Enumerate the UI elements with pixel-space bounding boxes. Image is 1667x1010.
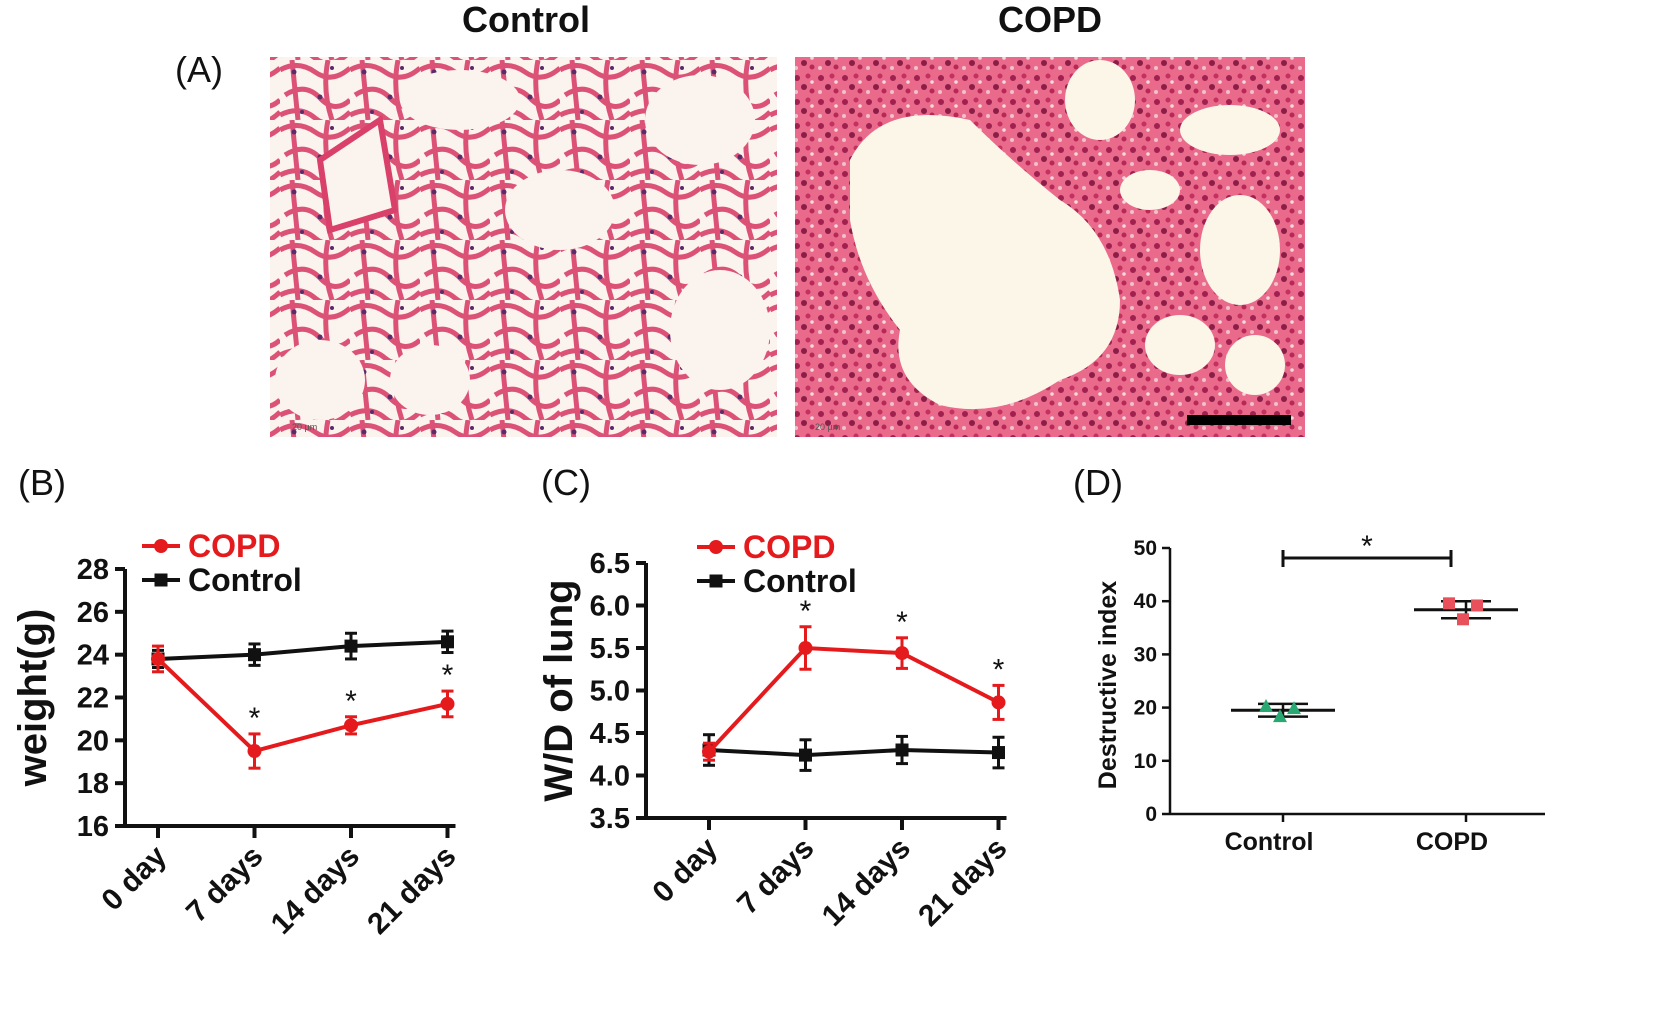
x-tick-label: 7 days bbox=[180, 840, 269, 929]
panel-c-letter: (C) bbox=[541, 462, 591, 503]
series-copd bbox=[151, 644, 455, 770]
y-tick-label: 6.5 bbox=[590, 548, 630, 580]
group-copd bbox=[1414, 597, 1518, 626]
data-point bbox=[151, 651, 165, 666]
x-tick-label: 14 days bbox=[265, 840, 366, 941]
chart-d-destructive-index: 0 10 20 30 40 50 Control COPD Destructive index * bbox=[1094, 530, 1545, 856]
significance-star: * bbox=[345, 685, 357, 718]
y-tick-label: 20 bbox=[1134, 697, 1157, 720]
data-point bbox=[702, 744, 716, 759]
data-point bbox=[895, 743, 909, 757]
panel-b-letter: (B) bbox=[18, 462, 66, 503]
y-tick-label: 18 bbox=[77, 768, 109, 800]
y-axis-title: Destructive index bbox=[1094, 581, 1122, 790]
x-tick-label: 21 days bbox=[912, 832, 1013, 933]
data-point bbox=[1273, 709, 1287, 723]
scale-label-copd: 20 µm bbox=[815, 422, 840, 432]
data-point bbox=[344, 639, 358, 653]
y-tick-label: 5.0 bbox=[590, 676, 630, 708]
y-axis-title: W/D of lung bbox=[537, 579, 581, 801]
copd-histology-image: 20 µm bbox=[795, 57, 1305, 437]
legend-item-copd: COPD bbox=[142, 528, 280, 564]
control-image-title: Control bbox=[462, 0, 590, 40]
x-tick-label: COPD bbox=[1416, 828, 1488, 856]
y-axis-title: weight(g) bbox=[11, 609, 55, 788]
data-point bbox=[991, 695, 1006, 710]
x-tick-label: 0 day bbox=[646, 831, 724, 909]
legend-marker bbox=[154, 573, 168, 587]
legend-marker bbox=[709, 540, 723, 554]
data-point bbox=[798, 641, 813, 655]
scale-label-control: 20 µm bbox=[292, 422, 317, 432]
series-control bbox=[151, 629, 454, 670]
series-line bbox=[156, 657, 448, 754]
data-point bbox=[440, 696, 455, 711]
series-copd bbox=[702, 625, 1006, 762]
series-line bbox=[707, 645, 1000, 754]
data-point bbox=[992, 746, 1005, 760]
y-tick-label: 10 bbox=[1134, 750, 1157, 773]
panel-d-letter: (D) bbox=[1073, 462, 1123, 503]
series-line bbox=[157, 639, 448, 661]
copd-image-title: COPD bbox=[998, 0, 1102, 40]
significance-star: * bbox=[993, 653, 1005, 686]
significance-star: * bbox=[800, 595, 812, 628]
series-line bbox=[708, 747, 999, 758]
y-tick-label: 4.0 bbox=[590, 761, 630, 793]
x-tick-label: 7 days bbox=[731, 832, 820, 921]
legend-item-control: Control bbox=[697, 563, 857, 599]
data-point bbox=[895, 646, 909, 661]
y-tick-label: 22 bbox=[77, 683, 109, 715]
y-tick-label: 4.5 bbox=[590, 718, 630, 750]
data-point bbox=[1471, 599, 1483, 612]
group-control bbox=[1231, 699, 1335, 723]
data-point bbox=[248, 648, 261, 662]
legend-label: COPD bbox=[188, 528, 280, 564]
x-tick-label: 21 days bbox=[361, 840, 462, 941]
legend-item-control: Control bbox=[142, 562, 302, 598]
scale-bar bbox=[1187, 415, 1291, 425]
series-control bbox=[702, 733, 1005, 772]
data-point bbox=[799, 748, 812, 762]
y-tick-label: 28 bbox=[77, 554, 109, 586]
data-point bbox=[1287, 701, 1301, 715]
data-point bbox=[344, 718, 358, 733]
legend-marker bbox=[154, 539, 168, 553]
x-tick-label: 0 day bbox=[95, 839, 173, 917]
y-tick-label: 6.0 bbox=[590, 591, 630, 623]
y-tick-label: 24 bbox=[77, 640, 109, 672]
y-tick-label: 3.5 bbox=[590, 803, 630, 835]
y-tick-label: 50 bbox=[1134, 537, 1157, 560]
data-point bbox=[1443, 597, 1455, 610]
data-point bbox=[1457, 613, 1469, 626]
legend-label: Control bbox=[188, 562, 302, 598]
y-tick-label: 16 bbox=[77, 811, 109, 843]
x-tick-label: Control bbox=[1225, 828, 1314, 856]
significance-star: * bbox=[896, 606, 908, 639]
y-tick-label: 5.5 bbox=[590, 633, 630, 665]
y-tick-label: 20 bbox=[77, 725, 109, 757]
data-point bbox=[441, 635, 454, 649]
y-tick-label: 40 bbox=[1134, 590, 1157, 613]
legend-item-copd: COPD bbox=[697, 529, 835, 565]
data-point bbox=[1259, 699, 1273, 713]
y-tick-label: 26 bbox=[77, 597, 109, 629]
y-tick-label: 30 bbox=[1134, 643, 1157, 666]
data-point bbox=[247, 744, 262, 759]
legend-marker bbox=[709, 574, 723, 588]
x-tick-label: 14 days bbox=[816, 832, 917, 933]
legend-label: COPD bbox=[743, 529, 835, 565]
significance-star: * bbox=[442, 659, 454, 692]
panel-a: (A) Control COPD 20 µm 20 µm bbox=[175, 0, 1305, 437]
legend-label: Control bbox=[743, 563, 857, 599]
significance-star: * bbox=[1361, 530, 1373, 563]
panel-a-letter: (A) bbox=[175, 49, 223, 90]
y-tick-label: 0 bbox=[1145, 803, 1157, 826]
significance-star: * bbox=[249, 702, 261, 735]
control-histology-image: 20 µm bbox=[270, 57, 777, 437]
